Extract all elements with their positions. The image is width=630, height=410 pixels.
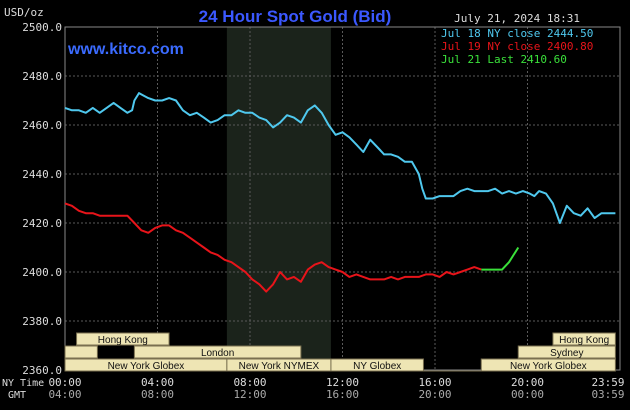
x-tick-ny: 16:00: [418, 376, 451, 389]
legend-item-jul19: Jul 19 NY close 2400.80: [441, 40, 593, 53]
session-bar: [517, 345, 616, 359]
grid-lines: [64, 26, 621, 371]
x-tick-ny: 00:00: [48, 376, 81, 389]
x-tick-gmt: 16:00: [326, 388, 359, 401]
session-bar: [330, 358, 424, 372]
x-axis-ticks: 00:00 04:00 08:00 12:00 16:00 20:00 23:5904:00…: [48, 376, 624, 401]
x-tick-gmt: 08:00: [141, 388, 174, 401]
session-label: NY Globex: [353, 361, 401, 372]
series-line-2: [481, 246, 520, 271]
y-tick-label: 2500.0: [22, 21, 62, 34]
series-line-1: [64, 202, 482, 293]
session-label: Hong Kong: [98, 335, 148, 346]
timestamp: July 21, 2024 18:31: [454, 12, 580, 25]
y-tick-label: 2360.0: [22, 364, 62, 377]
x-tick-gmt: 20:00: [418, 388, 451, 401]
gmt-label: GMT: [8, 390, 26, 401]
legend-item-jul21: Jul 21 Last 2410.60: [441, 53, 567, 66]
session-bar: [64, 345, 98, 359]
session-label: Hong Kong: [559, 335, 609, 346]
y-tick-label: 2380.0: [22, 315, 62, 328]
x-tick-gmt: 00:00: [511, 388, 544, 401]
legend: Jul 18 NY close 2444.50 Jul 19 NY close …: [441, 27, 593, 66]
x-tick-gmt: 12:00: [233, 388, 266, 401]
x-tick-ny: 04:00: [141, 376, 174, 389]
session-bar: [76, 332, 170, 346]
session-label: New York Globex: [510, 361, 587, 372]
chart-title: 24 Hour Spot Gold (Bid): [199, 7, 392, 26]
legend-item-jul18: Jul 18 NY close 2444.50: [441, 27, 593, 40]
session-label: Sydney: [550, 348, 583, 359]
session-bar: [552, 332, 616, 346]
y-axis-ticks: 2360.0 2380.0 2400.0 2420.0 2440.0 2460.0 2480…: [22, 21, 62, 377]
x-tick-ny: 08:00: [233, 376, 266, 389]
x-tick-ny: 20:00: [511, 376, 544, 389]
y-tick-label: 2400.0: [22, 266, 62, 279]
series-lines: [64, 92, 616, 293]
ny-time-label: NY Time: [2, 378, 44, 389]
x-tick-ny: 23:59: [591, 376, 624, 389]
y-tick-label: 2440.0: [22, 168, 62, 181]
session-label: London: [201, 348, 234, 359]
ny-session-shade: [226, 27, 331, 370]
session-label: New York Globex: [108, 361, 185, 372]
session-bar: [480, 358, 616, 372]
session-label: New York NYMEX: [239, 361, 320, 372]
series-line-0: [64, 92, 616, 224]
session-bars: Hong Kong Hong Kong London Sydney New York G…: [64, 332, 616, 372]
watermark: www.kitco.com: [67, 41, 184, 58]
x-tick-ny: 12:00: [326, 376, 359, 389]
x-tick-gmt: 04:00: [48, 388, 81, 401]
session-bar: [133, 345, 302, 359]
y-tick-label: 2420.0: [22, 217, 62, 230]
y-tick-label: 2480.0: [22, 70, 62, 83]
x-tick-gmt: 03:59: [591, 388, 624, 401]
units-label: USD/oz: [4, 6, 44, 19]
y-tick-label: 2460.0: [22, 119, 62, 132]
